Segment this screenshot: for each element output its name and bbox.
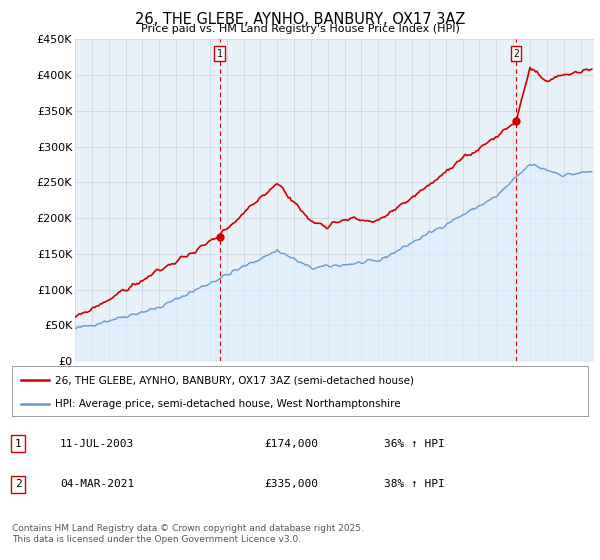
Text: 1: 1 — [14, 438, 22, 449]
Text: 2: 2 — [14, 479, 22, 489]
Text: 11-JUL-2003: 11-JUL-2003 — [60, 438, 134, 449]
Text: HPI: Average price, semi-detached house, West Northamptonshire: HPI: Average price, semi-detached house,… — [55, 399, 401, 409]
Text: 2: 2 — [513, 49, 519, 58]
Text: 26, THE GLEBE, AYNHO, BANBURY, OX17 3AZ (semi-detached house): 26, THE GLEBE, AYNHO, BANBURY, OX17 3AZ … — [55, 375, 414, 385]
Text: £335,000: £335,000 — [264, 479, 318, 489]
Text: 04-MAR-2021: 04-MAR-2021 — [60, 479, 134, 489]
Text: Contains HM Land Registry data © Crown copyright and database right 2025.
This d: Contains HM Land Registry data © Crown c… — [12, 524, 364, 544]
Text: 38% ↑ HPI: 38% ↑ HPI — [384, 479, 445, 489]
Text: Price paid vs. HM Land Registry's House Price Index (HPI): Price paid vs. HM Land Registry's House … — [140, 24, 460, 34]
Text: 26, THE GLEBE, AYNHO, BANBURY, OX17 3AZ: 26, THE GLEBE, AYNHO, BANBURY, OX17 3AZ — [135, 12, 465, 27]
Text: £174,000: £174,000 — [264, 438, 318, 449]
Text: 36% ↑ HPI: 36% ↑ HPI — [384, 438, 445, 449]
Text: 1: 1 — [217, 49, 223, 58]
